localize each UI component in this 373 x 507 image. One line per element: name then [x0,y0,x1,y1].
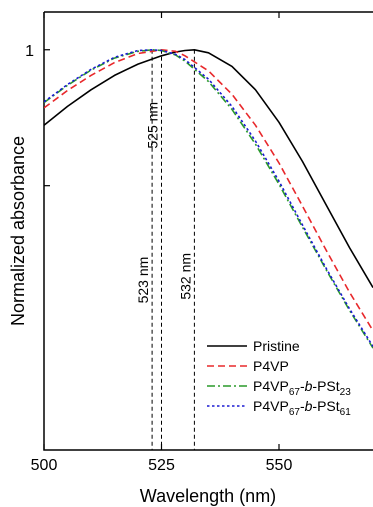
legend-label: Pristine [253,338,300,354]
series-line [44,50,373,288]
series-line [44,50,373,347]
peak-label: 525 nm [145,102,161,149]
peak-annotations: 523 nm 525 nm 532 nm [135,102,193,304]
legend-label: P4VP67-b-PSt61 [253,398,351,418]
peak-label: 532 nm [177,253,193,300]
series-line [44,50,373,331]
x-tick-label: 550 [266,457,293,474]
legend-label: P4VP67-b-PSt23 [253,378,351,398]
x-tick-label: 525 [148,457,175,474]
x-axis-label: Wavelength (nm) [140,486,276,506]
peak-label: 523 nm [135,257,151,304]
absorbance-curves [44,50,373,348]
y-tick-label: 1 [25,43,34,60]
legend-label: P4VP [253,358,289,374]
y-axis-label: Normalized absorbance [8,136,28,326]
x-tick-label: 500 [31,457,58,474]
